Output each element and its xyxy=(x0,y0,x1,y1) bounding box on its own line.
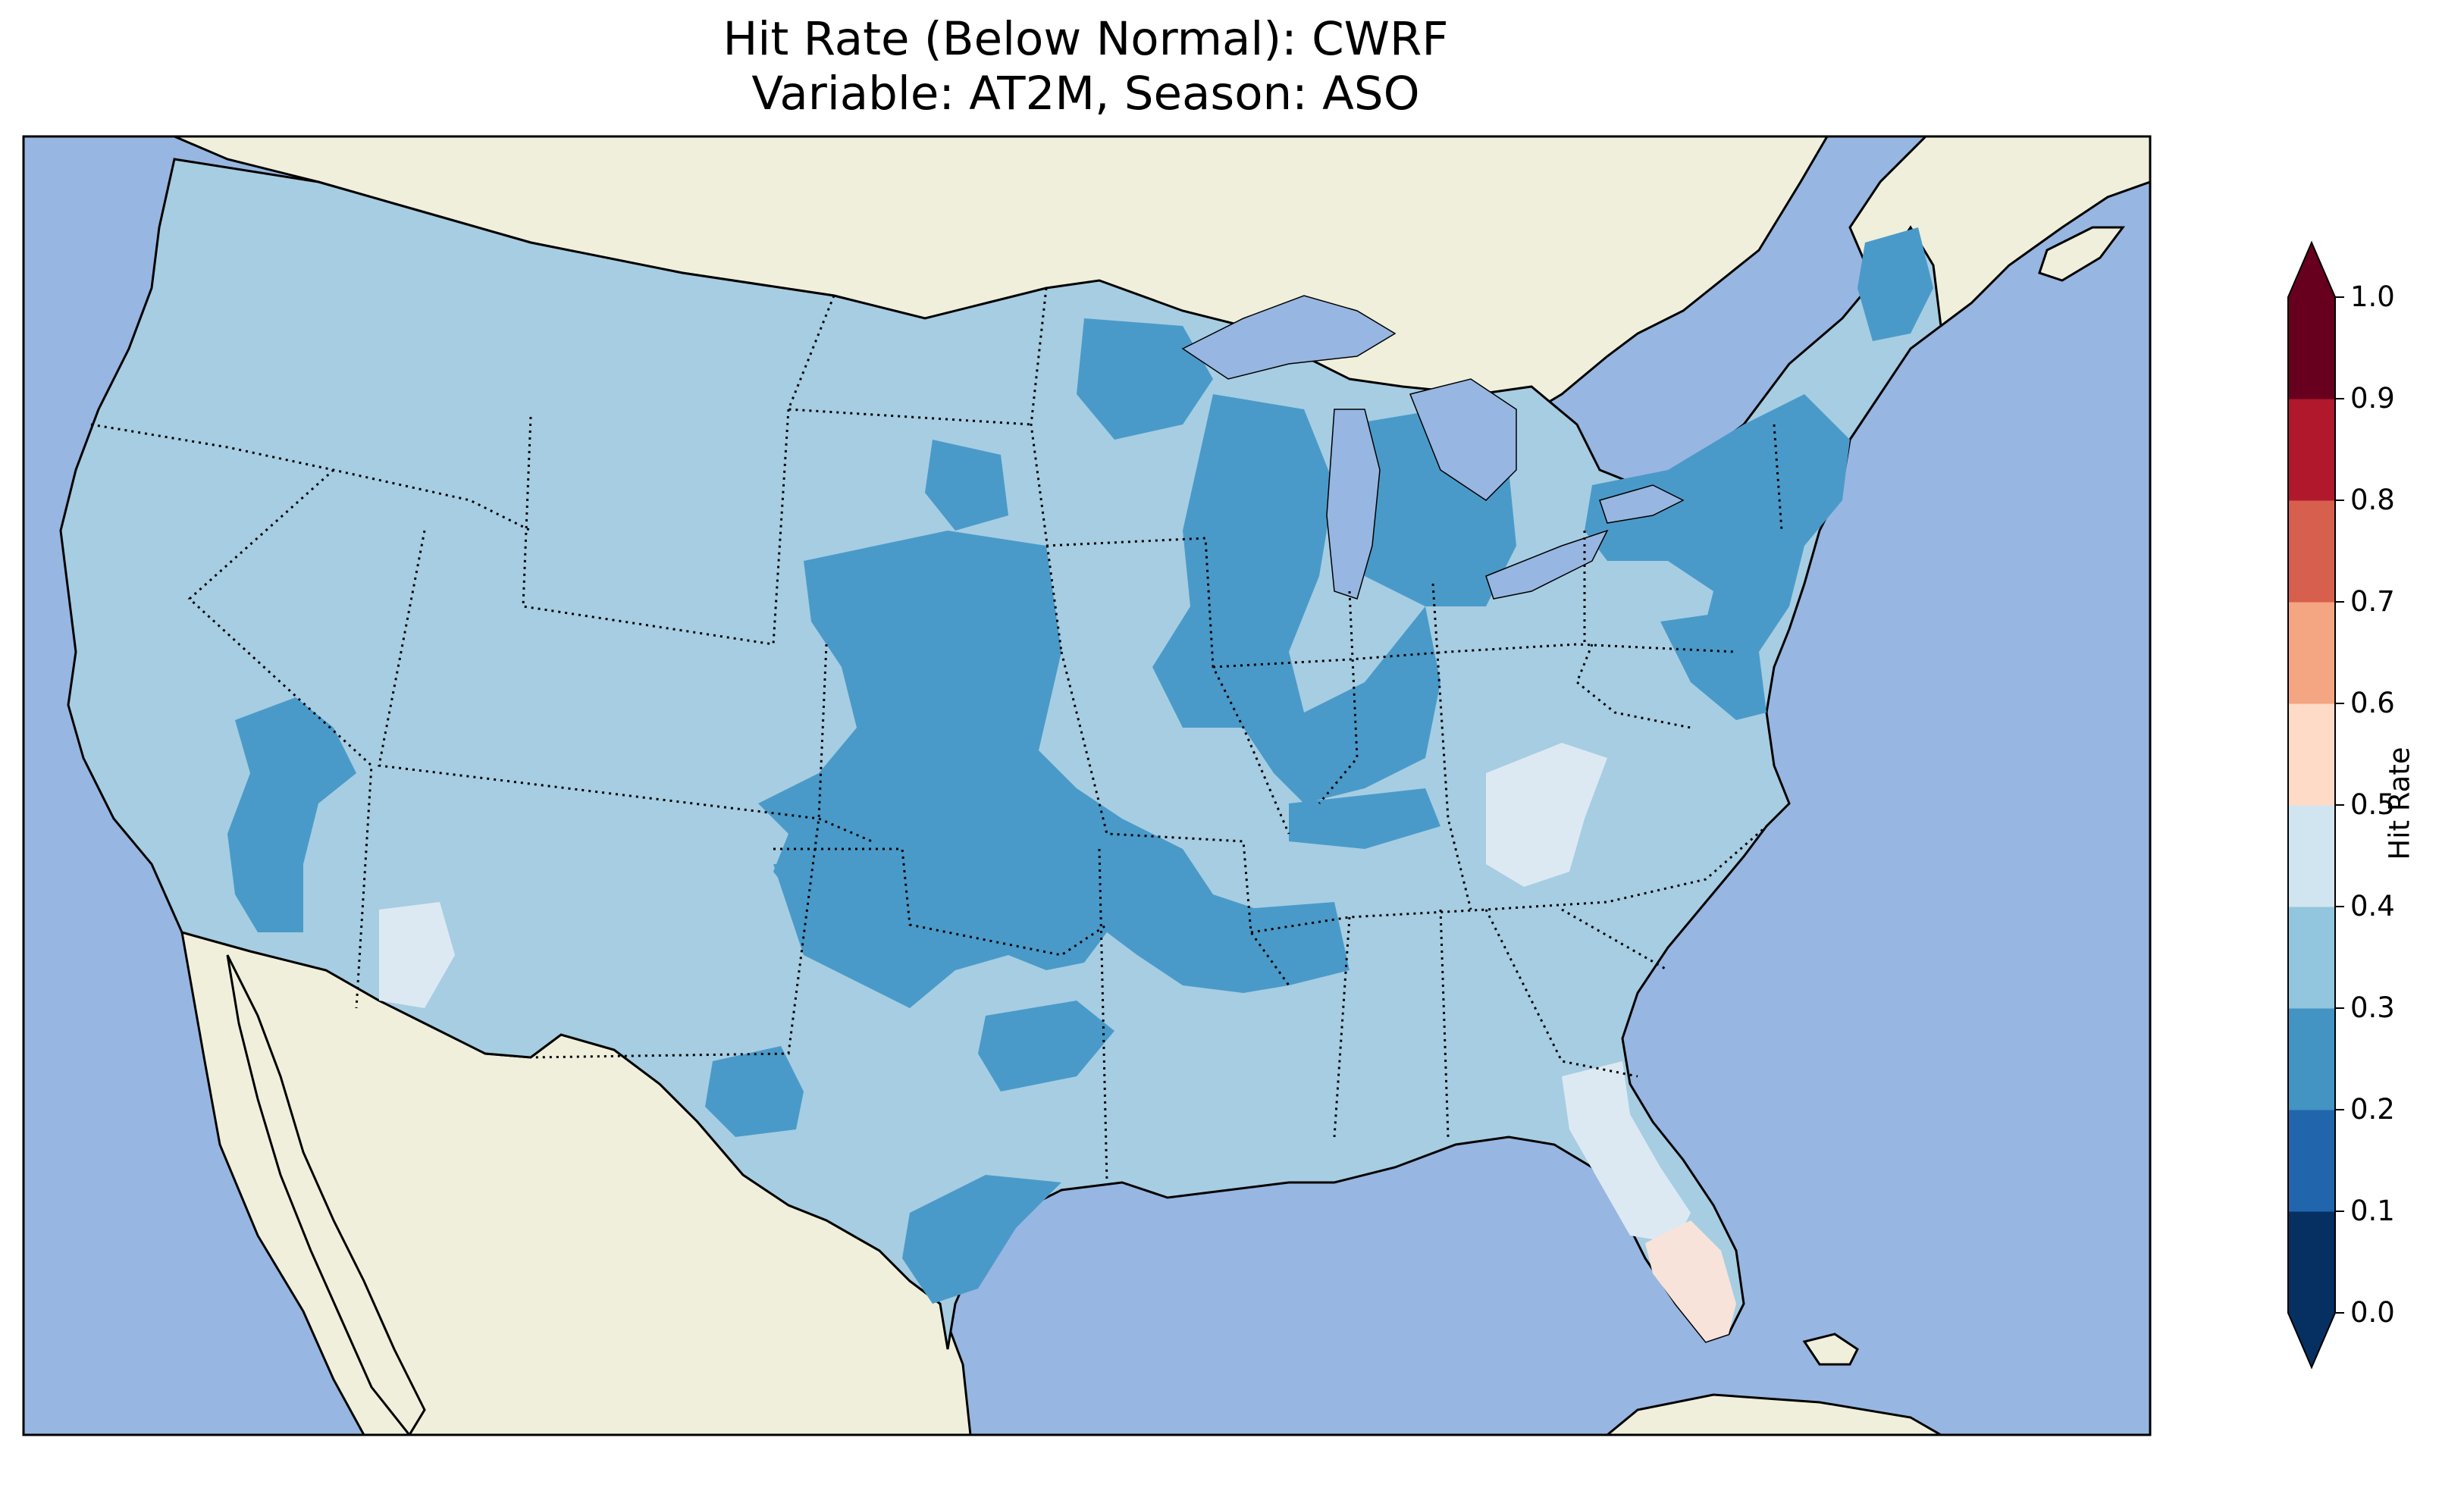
colorbar-tick-label: 0.2 xyxy=(2350,1095,2395,1125)
colorbar-segment xyxy=(2288,500,2335,603)
colorbar xyxy=(2288,243,2344,1367)
colorbar-tick-label: 0.8 xyxy=(2350,485,2395,515)
colorbar-extend-max xyxy=(2288,243,2335,297)
colorbar-tick-label: 0.3 xyxy=(2350,993,2395,1023)
colorbar-segment xyxy=(2288,907,2335,1009)
colorbar-tick-label: 0.6 xyxy=(2350,688,2395,719)
colorbar-tick-label: 1.0 xyxy=(2350,282,2395,312)
colorbar-segment xyxy=(2288,703,2335,806)
colorbar-segment xyxy=(2288,1110,2335,1212)
colorbar-segment xyxy=(2288,297,2335,399)
colorbar-segment xyxy=(2288,1008,2335,1110)
colorbar-tick-label: 0.1 xyxy=(2350,1196,2395,1226)
colorbar-label: Hit Rate xyxy=(2384,747,2416,860)
colorbar-tick-label: 0.4 xyxy=(2350,891,2395,922)
colorbar-segment xyxy=(2288,399,2335,501)
colorbar-segment xyxy=(2288,1211,2335,1314)
colorbar-extend-min xyxy=(2288,1313,2335,1367)
colorbar-tick-label: 0.7 xyxy=(2350,587,2395,617)
colorbar-segment xyxy=(2288,805,2335,907)
colorbar-tick-label: 0.9 xyxy=(2350,384,2395,414)
colorbar-tick-label: 0.0 xyxy=(2350,1298,2395,1328)
colorbar-segment xyxy=(2288,602,2335,704)
